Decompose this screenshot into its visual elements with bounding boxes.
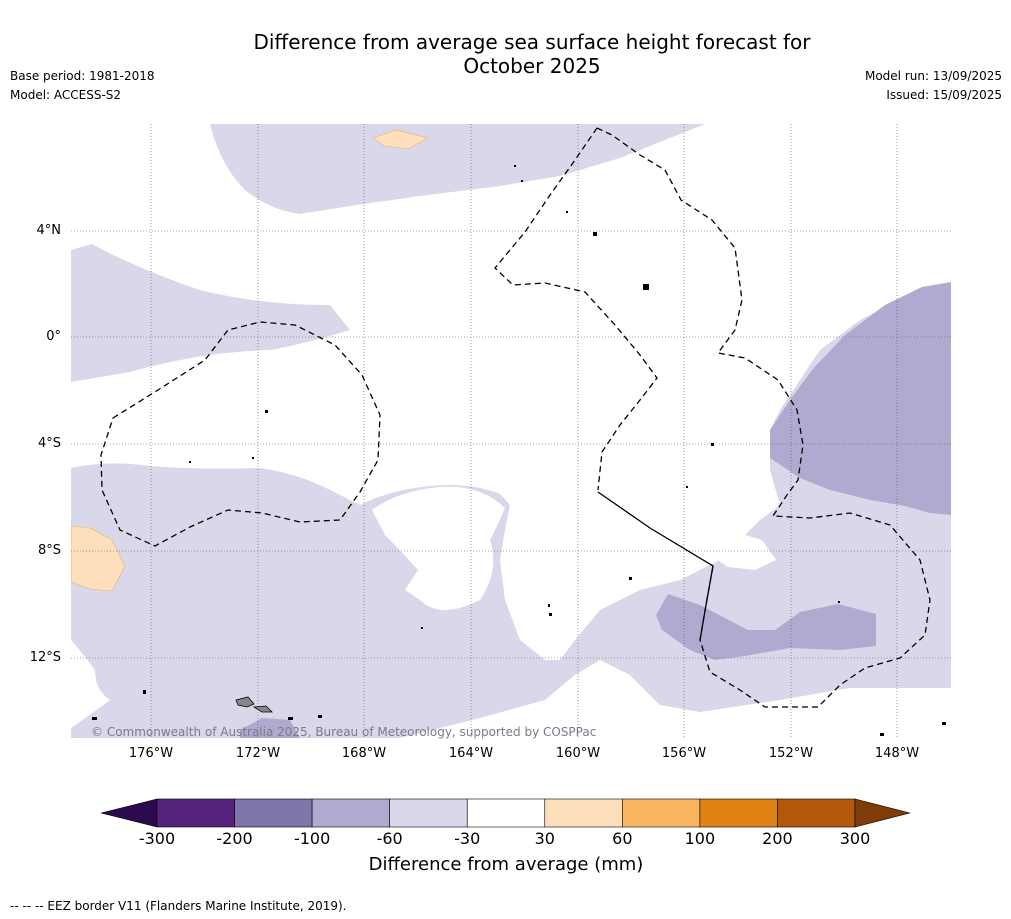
colorbar-segment: [777, 798, 856, 828]
meta-right: Model run: 13/09/2025 Issued: 15/09/2025: [865, 67, 1002, 105]
map-title: Difference from average sea surface heig…: [130, 30, 934, 78]
anomaly-region-neg-30-60: [71, 244, 350, 382]
longitude-label: 152°W: [768, 746, 814, 761]
colorbar-title: Difference from average (mm): [368, 854, 644, 875]
meta-left: Base period: 1981-2018 Model: ACCESS-S2: [10, 67, 155, 105]
title-line-1: Difference from average sea surface heig…: [253, 30, 811, 54]
anomaly-region-neg-60-100: [656, 594, 876, 660]
latitude-label: 12°S: [29, 650, 61, 665]
anomaly-region-neg-30-60: [71, 124, 951, 738]
title-line-2: October 2025: [463, 54, 601, 78]
latitude-label: 4°S: [37, 436, 61, 451]
colorbar-tick-label: -100: [293, 829, 331, 848]
colorbar-segment: [389, 798, 468, 828]
anomaly-region-near-average: [372, 486, 505, 610]
latitude-label: 4°N: [36, 223, 62, 238]
colorbar-tick-label: 100: [684, 829, 716, 848]
base-period: Base period: 1981-2018: [10, 69, 155, 83]
colorbar-tick-label: -300: [138, 829, 176, 848]
eez-legend-note: -- -- -- EEZ border V11 (Flanders Marine…: [10, 899, 347, 913]
longitude-label: 160°W: [555, 746, 601, 761]
map-plot-area: [71, 124, 951, 738]
longitude-label: 172°W: [235, 746, 281, 761]
colorbar-tick-label: 30: [534, 829, 555, 848]
colorbar-segment: [311, 798, 390, 828]
anomaly-region-neg-60-100: [770, 282, 951, 515]
colorbar-tick-label: -30: [454, 829, 481, 848]
anomaly-region-neg-60-100: [240, 718, 300, 738]
colorbar-segment: [699, 798, 778, 828]
colorbar: [100, 798, 911, 828]
colorbar-tick-label: -60: [376, 829, 403, 848]
longitude-label: 176°W: [128, 746, 174, 761]
copyright-notice: © Commonwealth of Australia 2025, Bureau…: [91, 725, 597, 739]
graticule: [71, 124, 951, 738]
anomaly-region-near-average: [906, 154, 948, 170]
boundary-line: [597, 491, 714, 641]
latitude-label: 8°S: [37, 543, 61, 558]
model-name: Model: ACCESS-S2: [10, 88, 122, 102]
colorbar-extend-high: [854, 798, 911, 828]
colorbar-tick-label: 300: [839, 829, 871, 848]
colorbar-tick-label: 60: [612, 829, 633, 848]
anomaly-region-near-average: [71, 124, 151, 250]
eez-border-tokelau: [100, 321, 381, 547]
issued-date: Issued: 15/09/2025: [886, 88, 1002, 102]
colorbar-segment: [234, 798, 313, 828]
colorbar-tick-label: 200: [762, 829, 793, 848]
model-run: Model run: 13/09/2025: [864, 69, 1002, 83]
anomaly-region-pos-30-60: [372, 129, 429, 150]
longitude-label: 156°W: [661, 746, 707, 761]
colorbar-tick-label: -200: [216, 829, 253, 848]
colorbar-segment: [622, 798, 701, 828]
eez-border-line-islands: [596, 127, 931, 708]
longitude-label: 164°W: [448, 746, 494, 761]
islands: [92, 165, 946, 736]
colorbar-segment: [156, 798, 235, 828]
longitude-label: 148°W: [874, 746, 920, 761]
longitude-label: 168°W: [341, 746, 387, 761]
anomaly-region-pos-30-60: [71, 525, 126, 592]
colorbar-segment: [466, 798, 546, 828]
colorbar-extend-low: [100, 798, 158, 828]
anomaly-region-near-average: [568, 506, 632, 550]
samoa-islands: [235, 696, 273, 713]
latitude-label: 0°: [46, 329, 61, 344]
eez-border-phoenix: [494, 127, 658, 491]
colorbar-segment: [544, 798, 623, 828]
eez-borders: [100, 127, 931, 708]
